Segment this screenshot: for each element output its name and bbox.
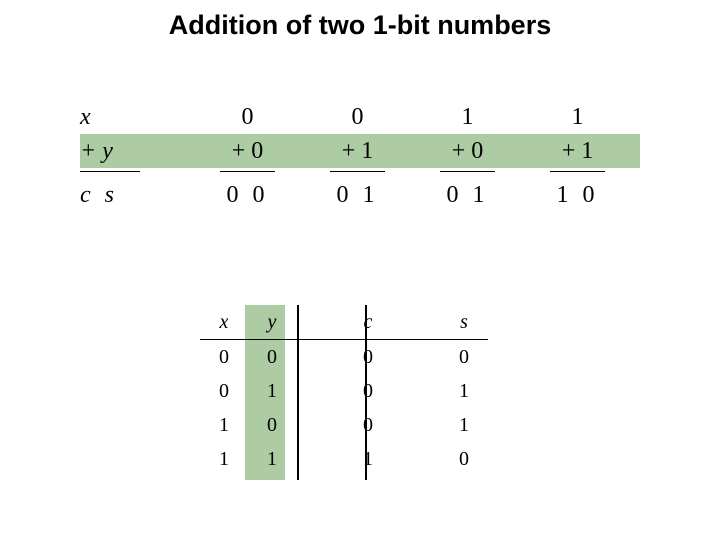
cell-x: 0	[200, 340, 248, 375]
table-row: 1 1 1 0	[200, 442, 488, 476]
cell-y: 0	[248, 340, 296, 375]
add-x: 0	[330, 100, 385, 134]
label-plus-y: + y	[80, 134, 140, 172]
add-x: 1	[550, 100, 605, 134]
table-row: 0 0 0 0	[200, 340, 488, 375]
cell-x: 0	[200, 374, 248, 408]
add-y: + 1	[330, 134, 385, 172]
cell-y: 1	[248, 374, 296, 408]
addition-col-3: 1 + 0 0 1	[440, 100, 495, 212]
truth-table: x y c s 0 0 0 0 0 1 0	[200, 305, 500, 476]
col-s-header: s	[440, 305, 488, 340]
cell-x: 1	[200, 442, 248, 476]
add-cs: 1 0	[550, 178, 605, 212]
page-title: Addition of two 1-bit numbers	[0, 10, 720, 41]
addition-label-column: x + y c s	[80, 100, 140, 212]
add-y: + 0	[220, 134, 275, 172]
cell-c: 0	[344, 408, 392, 442]
table-row: 0 1 0 1	[200, 374, 488, 408]
add-x: 1	[440, 100, 495, 134]
cell-s: 0	[440, 340, 488, 375]
cell-y: 0	[248, 408, 296, 442]
cell-s: 0	[440, 442, 488, 476]
col-c-header: c	[344, 305, 392, 340]
add-cs: 0 1	[440, 178, 495, 212]
add-y: + 1	[550, 134, 605, 172]
cell-c: 0	[344, 340, 392, 375]
cell-s: 1	[440, 408, 488, 442]
truth-table-grid: x y c s 0 0 0 0 0 1 0	[200, 305, 488, 476]
cell-s: 1	[440, 374, 488, 408]
add-x: 0	[220, 100, 275, 134]
truth-table-head: x y c s	[200, 305, 488, 340]
add-cs: 0 1	[330, 178, 385, 212]
cell-x: 1	[200, 408, 248, 442]
cell-c: 0	[344, 374, 392, 408]
table-row: 1 0 0 1	[200, 408, 488, 442]
add-cs: 0 0	[220, 178, 275, 212]
col-y-header: y	[248, 305, 296, 340]
add-y: + 0	[440, 134, 495, 172]
addition-col-4: 1 + 1 1 0	[550, 100, 605, 212]
col-x-header: x	[200, 305, 248, 340]
cell-y: 1	[248, 442, 296, 476]
label-x: x	[80, 100, 140, 134]
label-cs: c s	[80, 178, 140, 212]
cell-c: 1	[344, 442, 392, 476]
addition-col-2: 0 + 1 0 1	[330, 100, 385, 212]
addition-col-1: 0 + 0 0 0	[220, 100, 275, 212]
